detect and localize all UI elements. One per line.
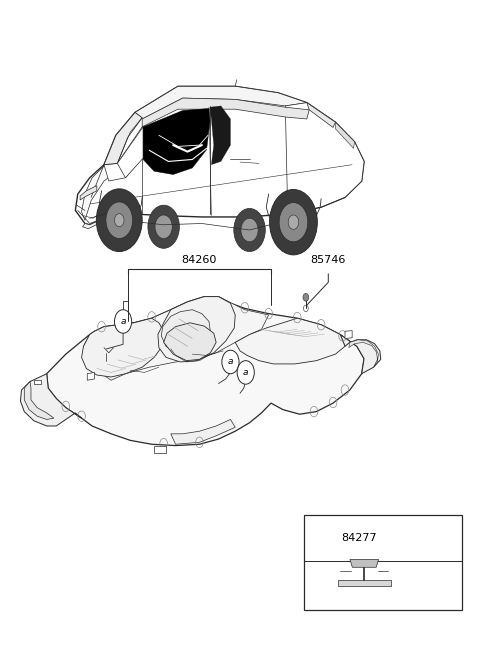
Polygon shape [338,581,391,586]
Text: a: a [321,534,326,543]
Circle shape [237,361,254,384]
Polygon shape [84,297,269,380]
Polygon shape [47,297,364,445]
Polygon shape [307,102,336,127]
Text: a: a [228,358,233,367]
Circle shape [279,203,308,242]
Circle shape [241,218,258,242]
Polygon shape [154,445,166,453]
Polygon shape [80,186,97,200]
Polygon shape [349,340,378,367]
Polygon shape [104,127,142,181]
Polygon shape [143,108,210,174]
Circle shape [315,527,332,550]
Circle shape [148,205,180,249]
Circle shape [106,202,132,239]
Polygon shape [336,122,355,148]
Polygon shape [21,374,82,426]
Polygon shape [34,380,40,384]
Polygon shape [164,323,216,361]
Polygon shape [24,382,54,419]
Polygon shape [210,106,230,165]
Polygon shape [171,419,235,444]
Polygon shape [135,87,307,119]
Circle shape [303,293,309,301]
Polygon shape [340,335,381,374]
Polygon shape [285,102,364,214]
Polygon shape [142,98,309,127]
Polygon shape [87,373,95,380]
Circle shape [288,215,299,230]
Polygon shape [235,318,345,364]
FancyBboxPatch shape [304,516,462,610]
Polygon shape [75,87,364,225]
Text: 85746: 85746 [311,255,346,265]
Polygon shape [83,218,104,229]
Circle shape [270,190,317,255]
Polygon shape [161,310,210,354]
Circle shape [222,350,239,374]
Polygon shape [345,331,352,338]
Text: a: a [243,368,249,377]
Polygon shape [350,560,379,567]
Text: a: a [120,317,126,326]
Circle shape [234,209,265,251]
Polygon shape [117,127,143,178]
Polygon shape [82,318,164,377]
Text: 84277: 84277 [342,533,377,543]
Circle shape [115,310,132,333]
Polygon shape [82,165,125,220]
Circle shape [115,214,124,227]
Circle shape [96,189,142,251]
Polygon shape [104,112,142,165]
Circle shape [155,215,172,239]
Text: 84260: 84260 [182,255,217,265]
Polygon shape [158,297,235,362]
